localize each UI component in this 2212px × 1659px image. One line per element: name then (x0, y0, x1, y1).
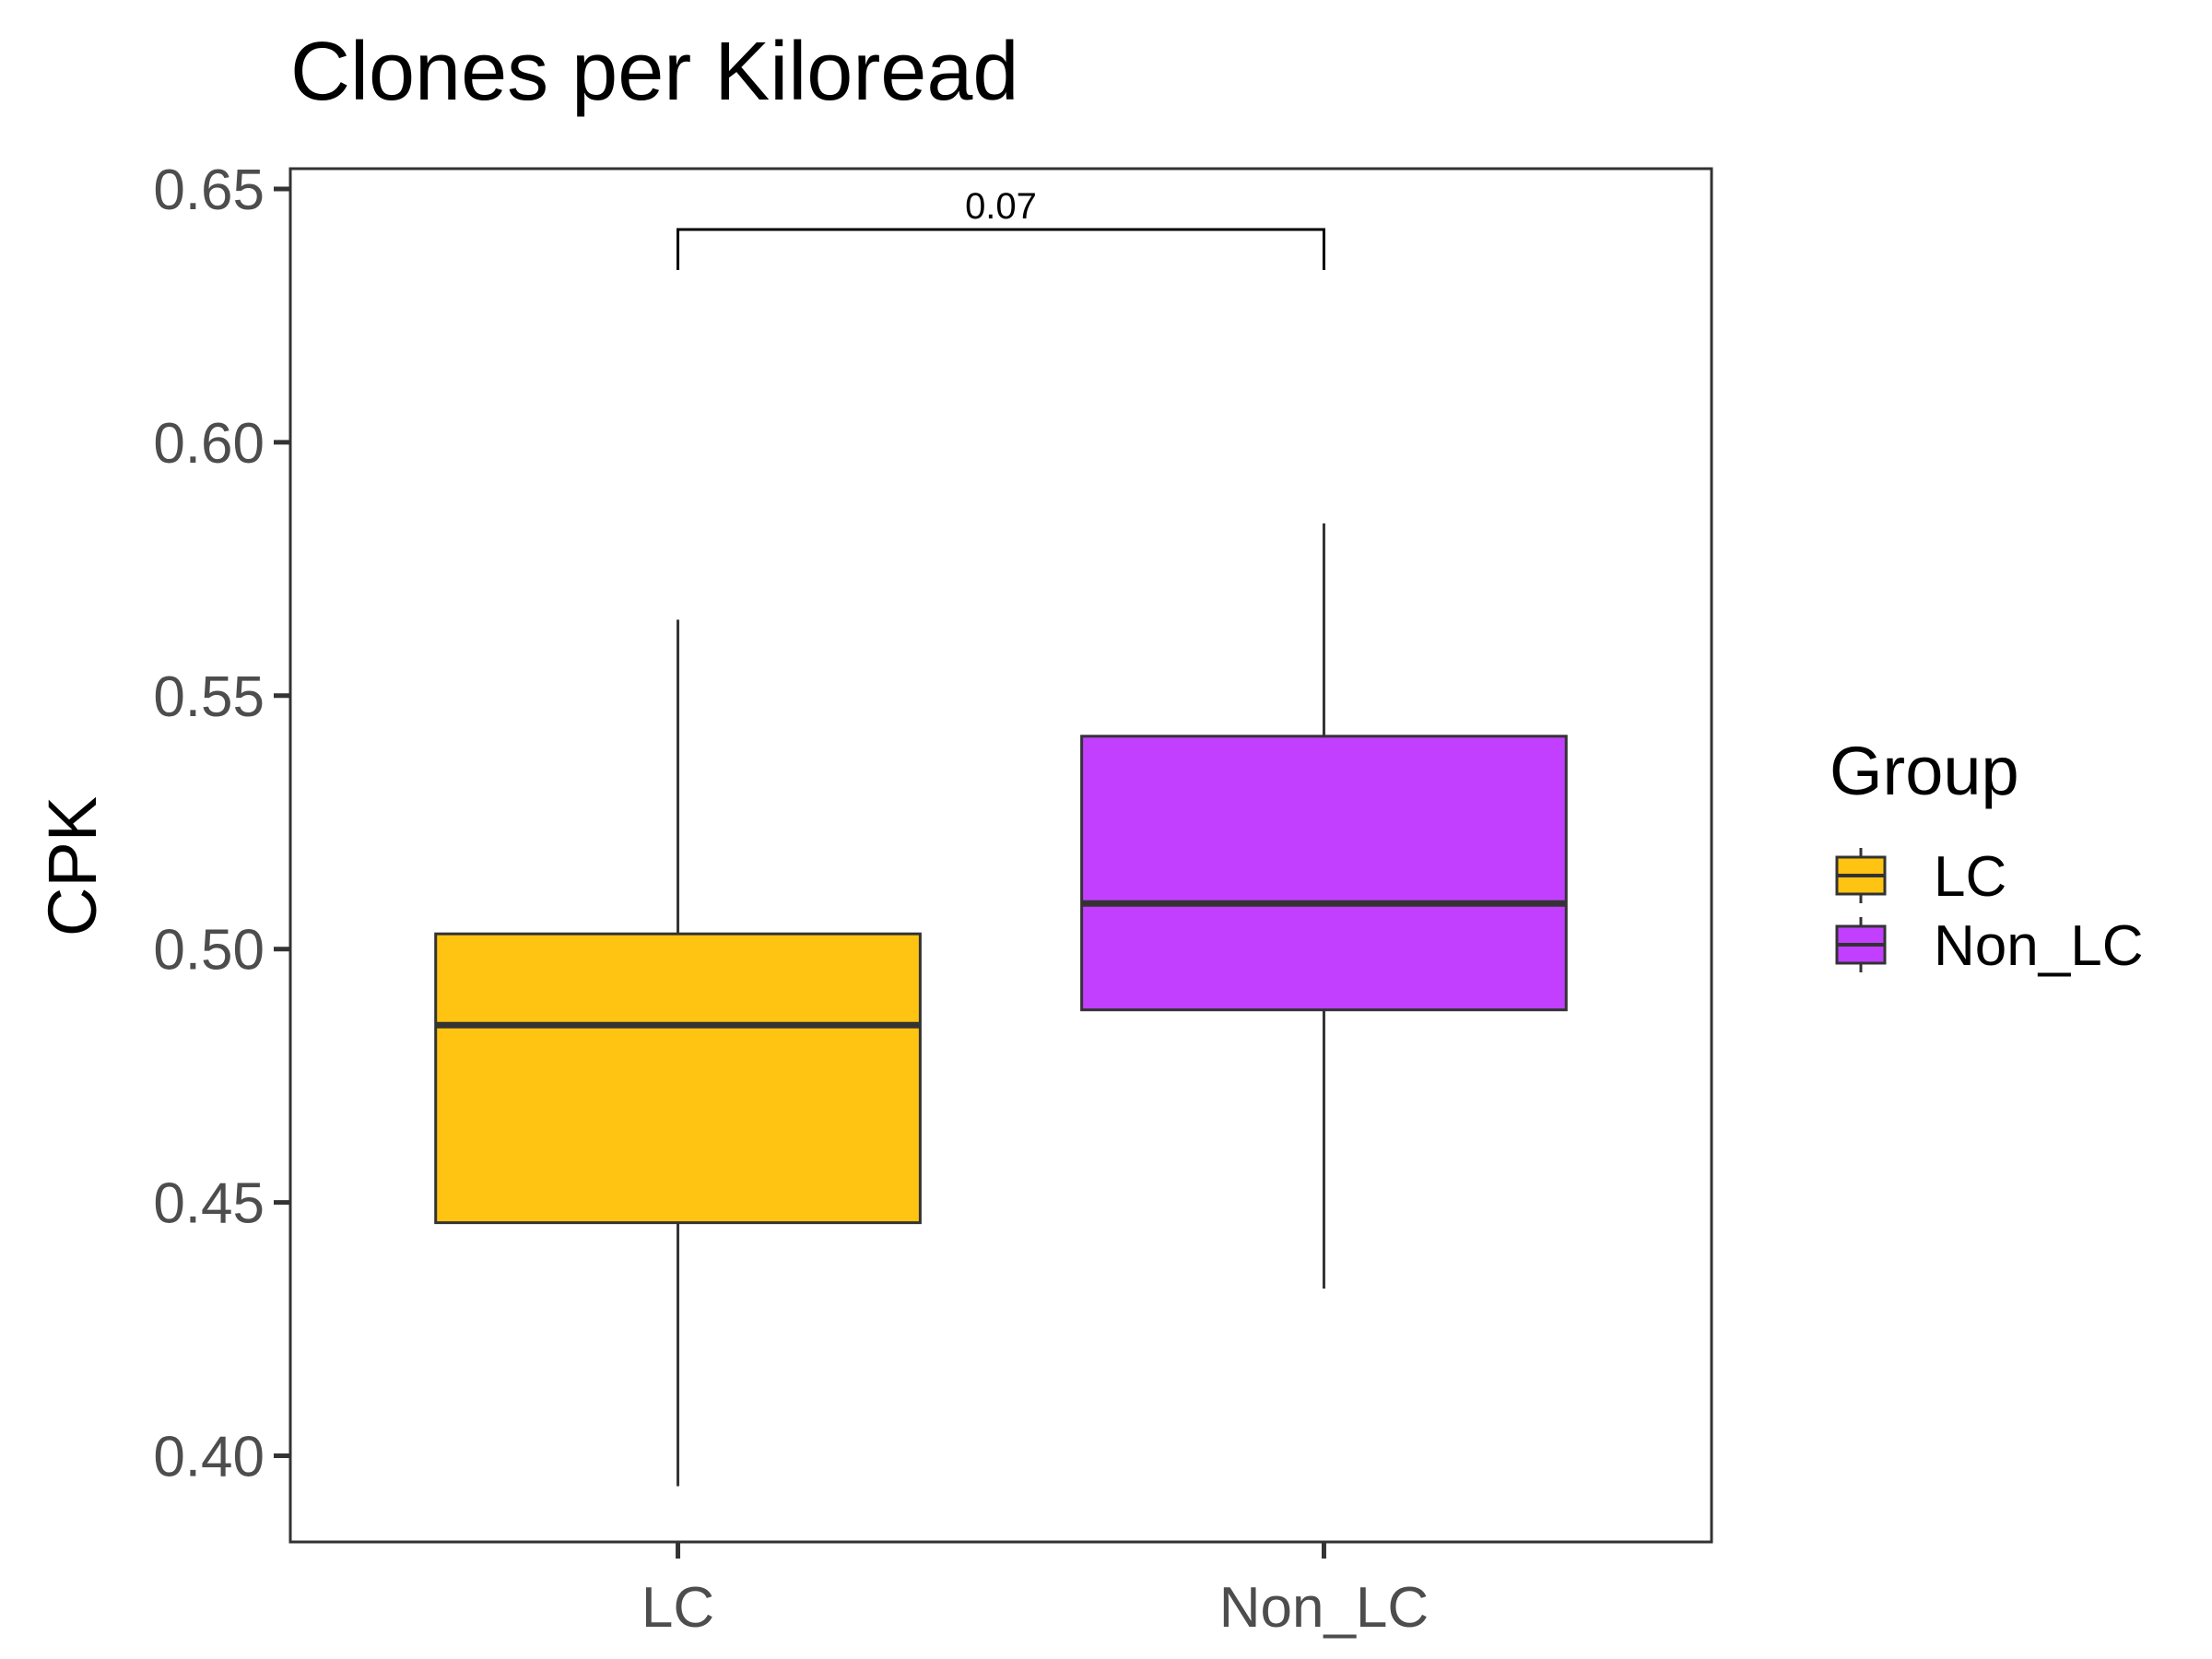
y-tick-label: 0.65 (153, 159, 265, 222)
box-body (434, 932, 922, 1225)
y-tick-label: 0.50 (153, 919, 265, 982)
y-axis-label: CPK (34, 796, 111, 936)
x-tick-label: Non_LC (1219, 1576, 1429, 1640)
significance-bracket (677, 228, 1325, 270)
significance-label: 0.07 (965, 186, 1037, 227)
legend-key-lc (1835, 848, 1887, 903)
legend-title: Group (1830, 733, 2019, 809)
legend-key-non-lc (1835, 917, 1887, 972)
x-tick-label: LC (641, 1576, 714, 1640)
plot-panel-border (288, 167, 1713, 1544)
y-tick-label: 0.45 (153, 1172, 265, 1236)
plot-area: 0.40 0.45 0.50 0.55 0.60 0.65 LC Non_LC 0.07 (153, 159, 1713, 1640)
legend-label: Non_LC (1934, 914, 2143, 978)
box-body (1080, 735, 1568, 1012)
y-tick-label: 0.55 (153, 665, 265, 729)
box-lc (434, 619, 922, 1487)
y-tick-label: 0.40 (153, 1426, 265, 1489)
chart-title: Clones per Kiloread (290, 26, 1018, 118)
legend-label: LC (1934, 845, 2006, 909)
y-tick-label: 0.60 (153, 412, 265, 476)
box-non-lc (1080, 523, 1568, 1289)
